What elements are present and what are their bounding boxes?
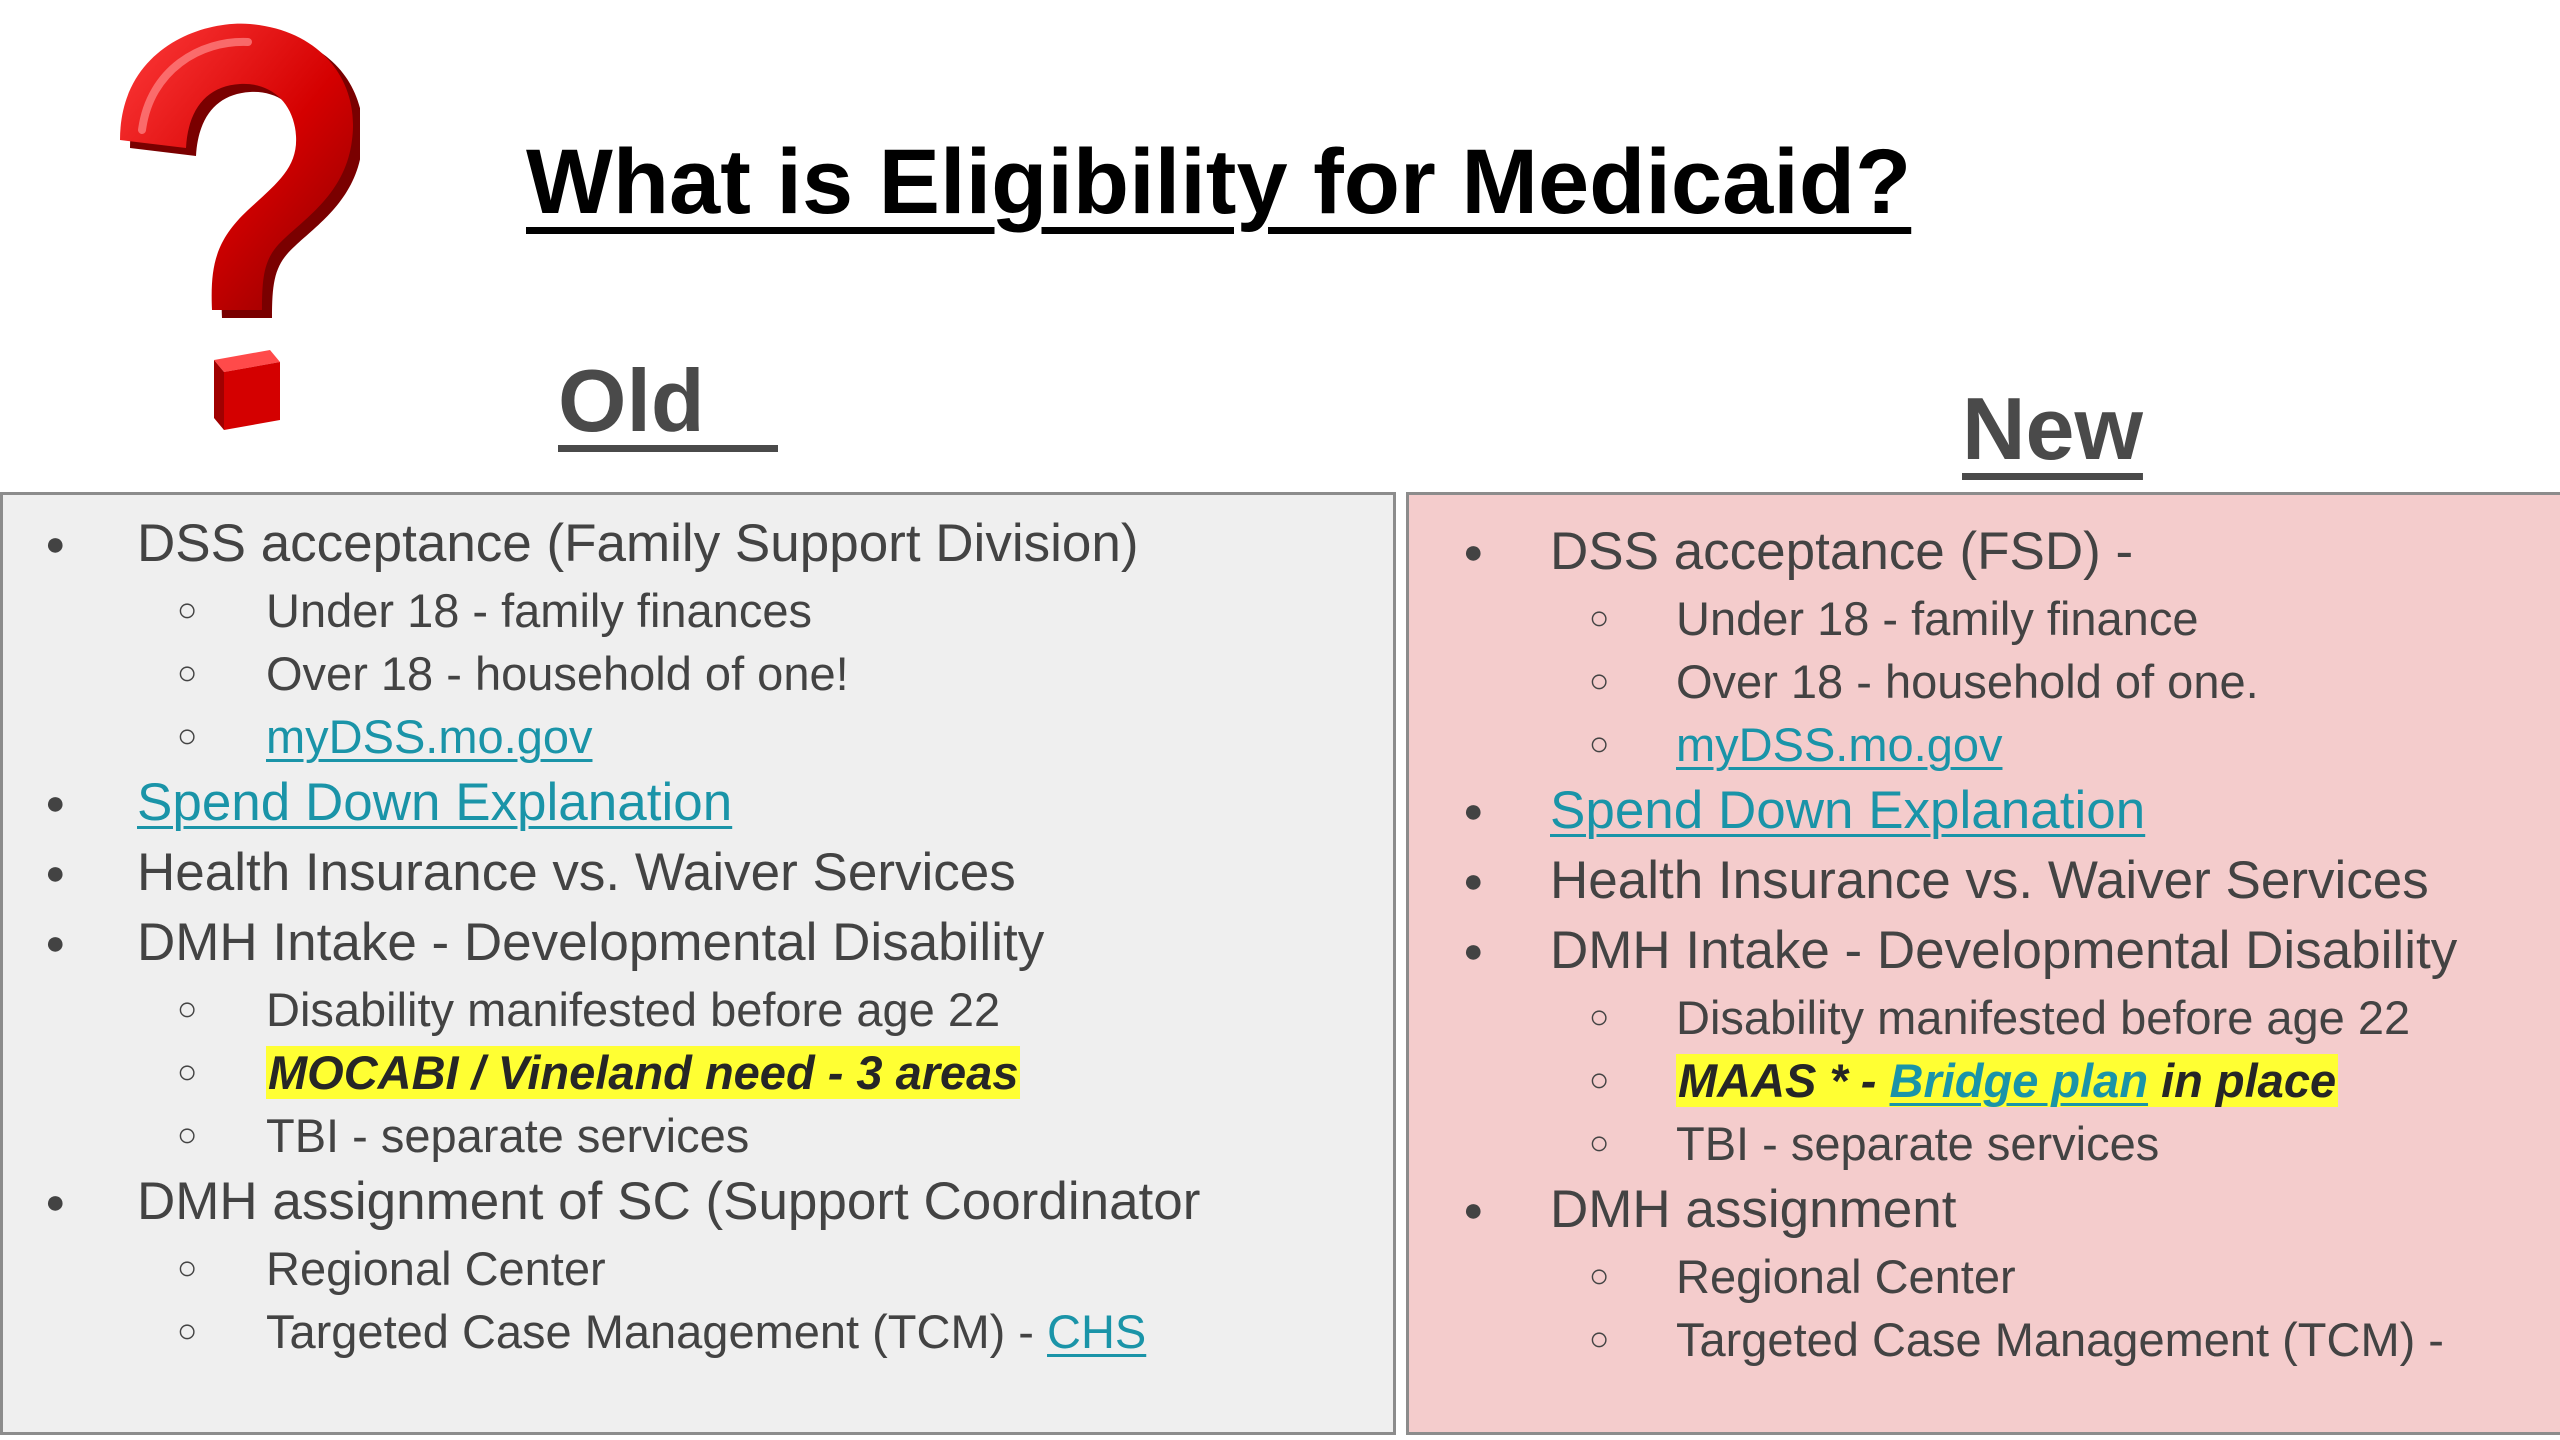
question-mark-icon [120,23,360,430]
list-item: Spend Down Explanation [3,768,1393,838]
list-item-text: DSS acceptance (FSD) - [1550,522,2134,581]
chs-link[interactable]: CHS [1047,1305,1147,1358]
old-panel: DSS acceptance (Family Support Division)… [0,492,1396,1435]
list-item: DMH assignment of SC (Support Coordinato… [3,1167,1393,1363]
list-subitem: Disability manifested before age 22 [1409,986,2560,1049]
highlight-pre: MAAS * - [1678,1054,1890,1107]
list-subitem: Over 18 - household of one! [3,642,1393,705]
list-subitem: Under 18 - family finances [3,579,1393,642]
highlight-text: MOCABI / Vineland need - 3 areas [266,1046,1021,1099]
spend-down-link[interactable]: Spend Down Explanation [137,773,733,832]
list-item: DSS acceptance (FSD) - Under 18 - family… [1409,517,2560,776]
highlight-post: in place [2148,1054,2337,1107]
new-list: DSS acceptance (FSD) - Under 18 - family… [1409,517,2560,1371]
list-subitem: TBI - separate services [3,1104,1393,1167]
list-subitem: myDSS.mo.gov [3,705,1393,768]
list-subitem: Over 18 - household of one. [1409,650,2560,713]
spend-down-link[interactable]: Spend Down Explanation [1550,781,2146,840]
highlight-text: MAAS * - Bridge plan in place [1676,1054,2339,1107]
list-item: Spend Down Explanation [1409,776,2560,846]
list-subitem: Targeted Case Management (TCM) - CHS [3,1300,1393,1363]
heading-new: New [1962,379,2143,478]
list-item-text: DMH assignment [1550,1180,1957,1239]
new-panel: DSS acceptance (FSD) - Under 18 - family… [1406,492,2560,1435]
list-item: DMH assignment Regional Center Targeted … [1409,1175,2560,1371]
list-subitem: MOCABI / Vineland need - 3 areas [3,1041,1393,1104]
list-item-text: DMH assignment of SC (Support Coordinato… [137,1172,1201,1231]
old-list: DSS acceptance (Family Support Division)… [3,509,1393,1363]
list-subitem: Regional Center [3,1237,1393,1300]
list-item: Health Insurance vs. Waiver Services [1409,846,2560,916]
list-subitem: Regional Center [1409,1245,2560,1308]
list-subitem: Targeted Case Management (TCM) - [1409,1308,2560,1371]
page-title: What is Eligibility for Medicaid? [526,131,1912,233]
bridge-plan-link[interactable]: Bridge plan [1889,1054,2149,1107]
list-item: DMH Intake - Developmental Disability Di… [1409,916,2560,1175]
list-item: DMH Intake - Developmental Disability Di… [3,908,1393,1167]
list-subitem: MAAS * - Bridge plan in place [1409,1049,2560,1112]
list-subitem: Disability manifested before age 22 [3,978,1393,1041]
list-subitem: TBI - separate services [1409,1112,2560,1175]
list-item: Health Insurance vs. Waiver Services [3,838,1393,908]
list-subitem: myDSS.mo.gov [1409,713,2560,776]
heading-old: Old [558,351,778,450]
list-item: DSS acceptance (Family Support Division)… [3,509,1393,768]
mydss-link[interactable]: myDSS.mo.gov [266,710,593,763]
list-item-text: DSS acceptance (Family Support Division) [137,514,1139,573]
list-subitem-text: Targeted Case Management (TCM) - [266,1305,1048,1358]
list-subitem: Under 18 - family finance [1409,587,2560,650]
list-item-text: DMH Intake - Developmental Disability [1550,921,2458,980]
mydss-link[interactable]: myDSS.mo.gov [1676,718,2003,771]
list-item-text: DMH Intake - Developmental Disability [137,913,1045,972]
